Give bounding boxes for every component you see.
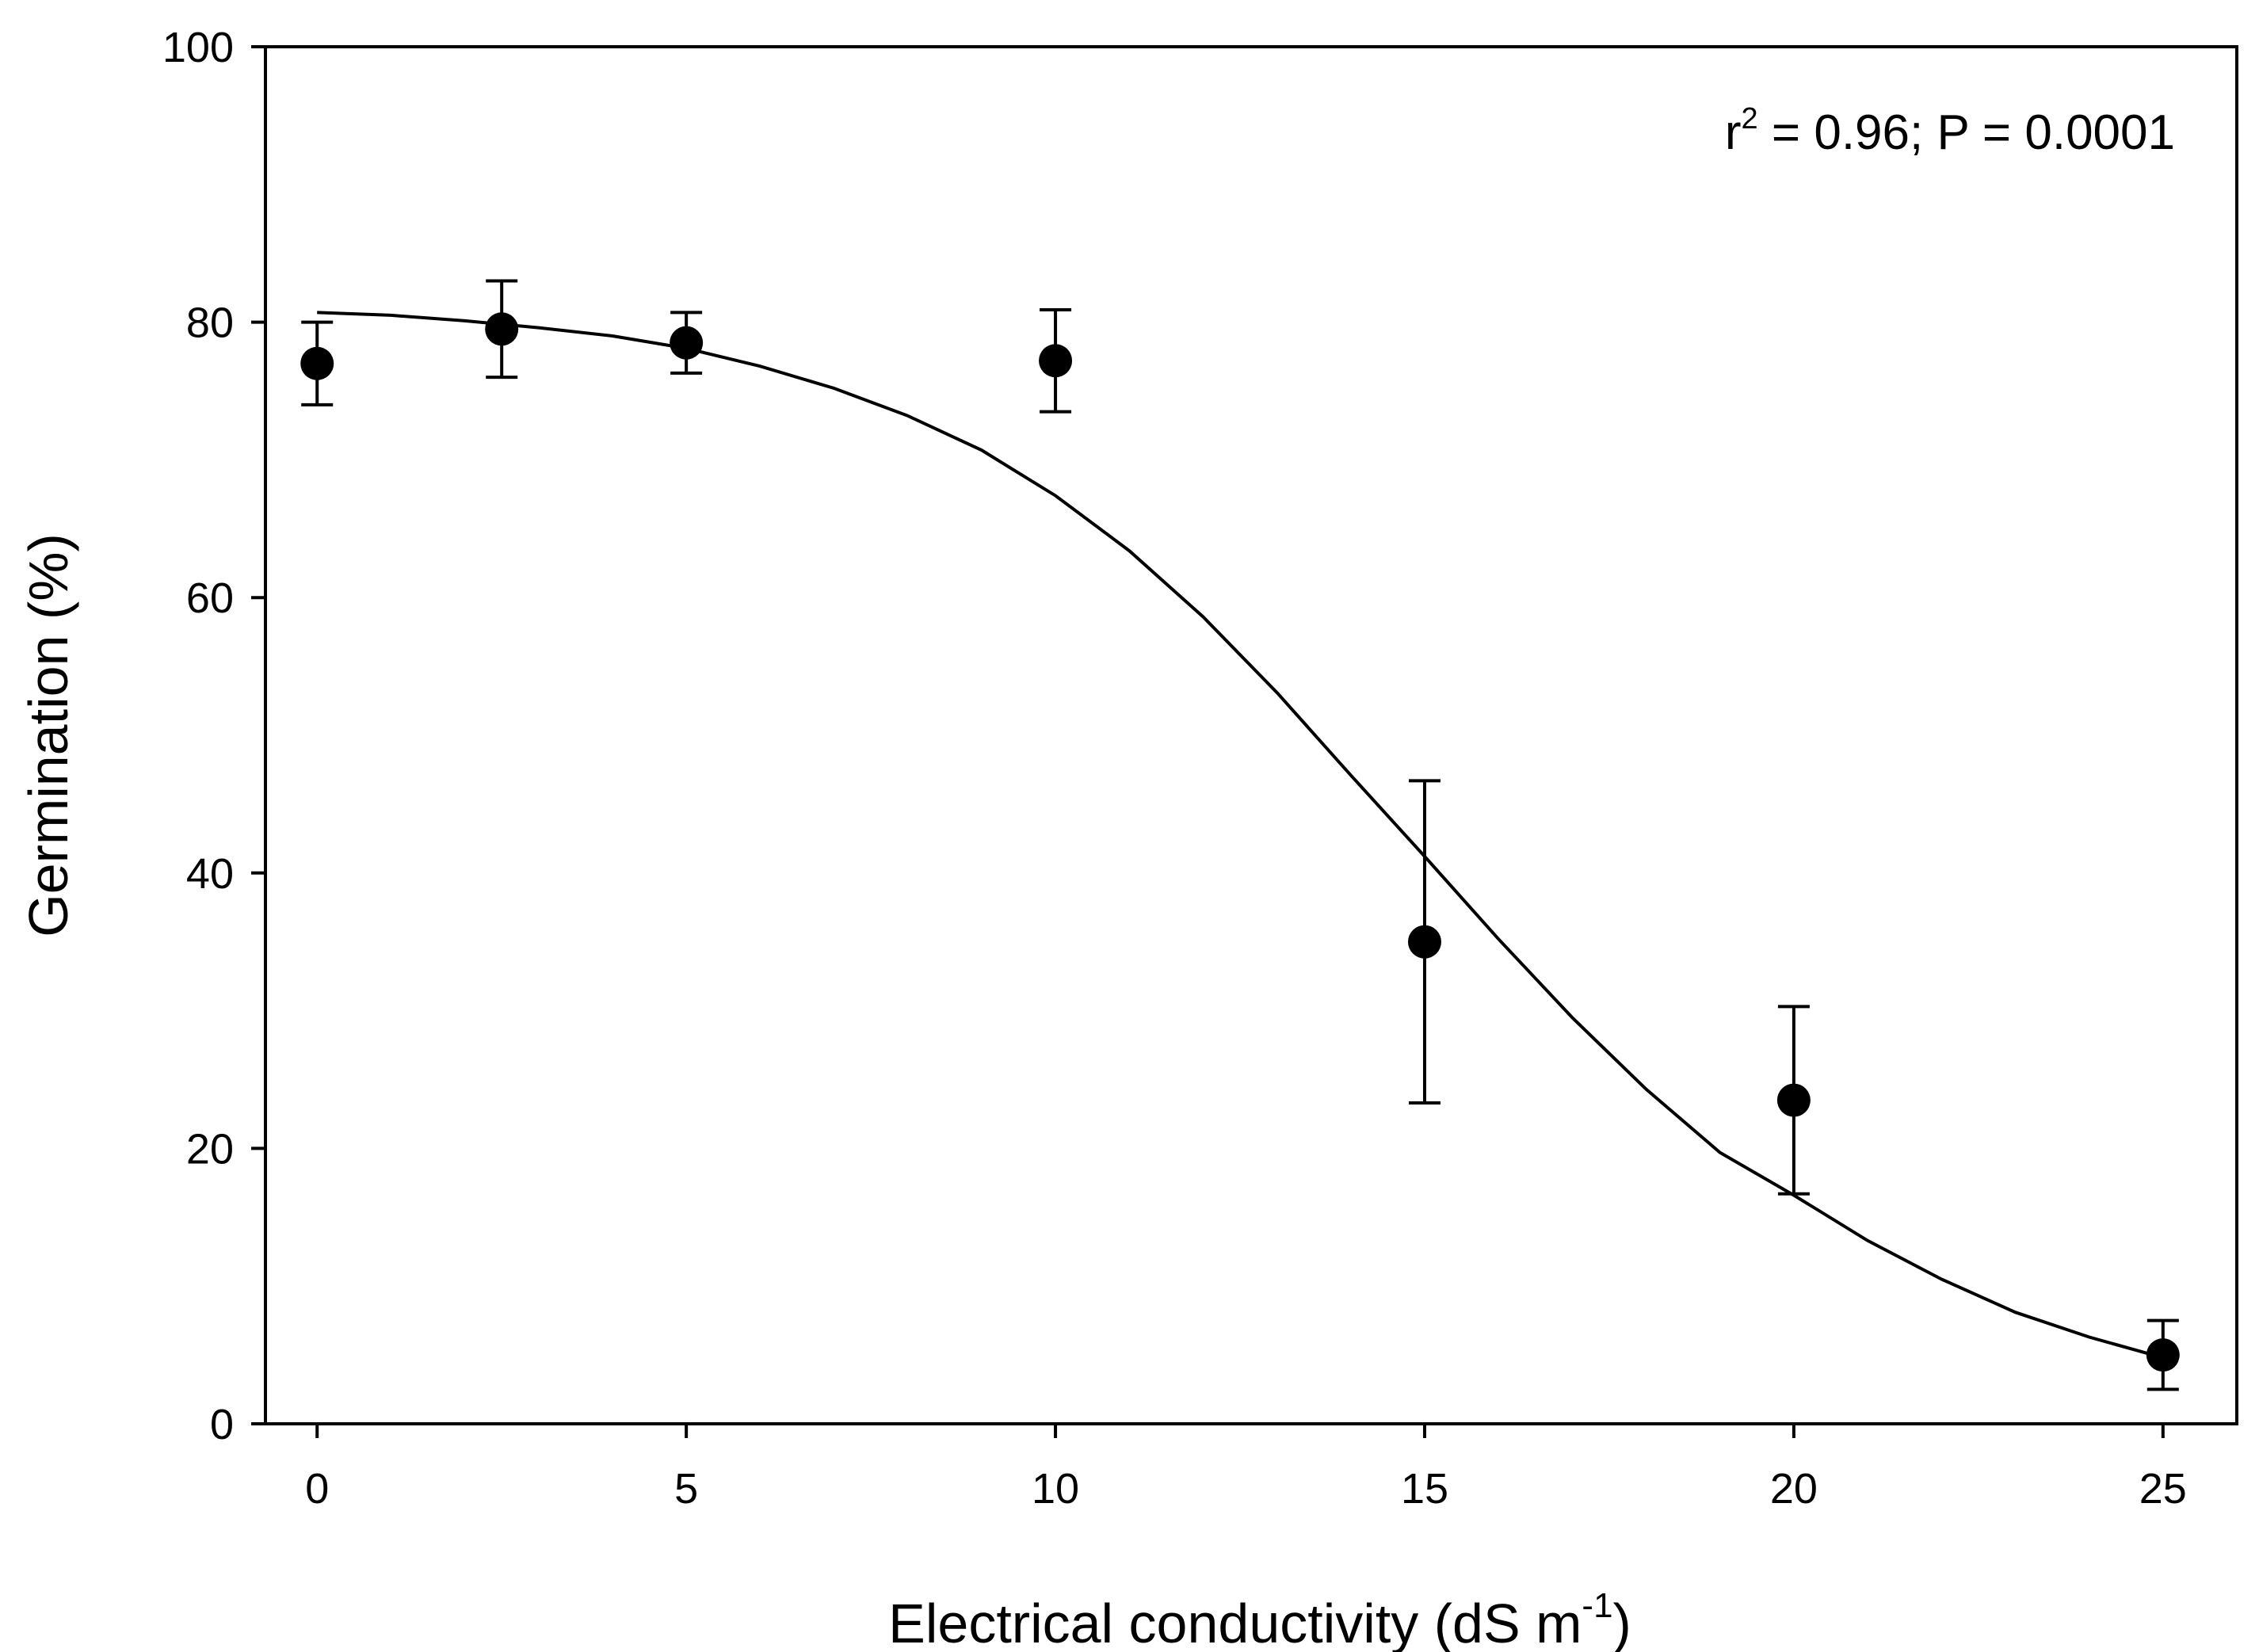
data-point <box>1407 925 1441 959</box>
x-tick-label: 5 <box>674 1465 698 1513</box>
data-point <box>670 326 704 360</box>
data-point <box>485 312 519 346</box>
fit-curve <box>317 311 2164 1360</box>
data-point <box>300 346 334 380</box>
axis-ticks: 0 5 10 15 20 25 0 20 40 60 80 100 <box>162 24 2187 1513</box>
x-tick-label: 15 <box>1401 1465 1448 1513</box>
data-point-group <box>300 320 334 406</box>
y-axis-title: Germination (%) <box>17 533 79 937</box>
y-tick-label: 0 <box>210 1401 234 1448</box>
y-tick-label: 20 <box>186 1125 234 1173</box>
data-point-group <box>2146 1318 2180 1391</box>
data-point <box>1039 344 1073 378</box>
data-point <box>2146 1338 2180 1372</box>
data-point-group <box>1407 779 1441 1105</box>
data-points <box>300 279 2180 1391</box>
data-point-group <box>1776 1005 1811 1196</box>
data-point-group <box>485 279 519 380</box>
y-tick-label: 80 <box>186 299 234 347</box>
data-point <box>1776 1083 1811 1117</box>
y-tick-label: 100 <box>162 24 234 71</box>
x-tick-label: 0 <box>305 1465 329 1513</box>
x-axis-title: Electrical conductivity (dS m-1) <box>888 1586 1631 1652</box>
data-point-group <box>1039 307 1073 414</box>
y-tick-label: 40 <box>186 850 234 898</box>
plot-frame <box>264 45 2238 1425</box>
x-tick-label: 20 <box>1770 1465 1818 1513</box>
y-tick-label: 60 <box>186 574 234 622</box>
annotation-r2: r2 = 0.96; P = 0.0001 <box>1725 102 2175 160</box>
data-point-group <box>670 311 704 375</box>
x-tick-label: 10 <box>1032 1465 1079 1513</box>
x-tick-label: 25 <box>2139 1465 2187 1513</box>
